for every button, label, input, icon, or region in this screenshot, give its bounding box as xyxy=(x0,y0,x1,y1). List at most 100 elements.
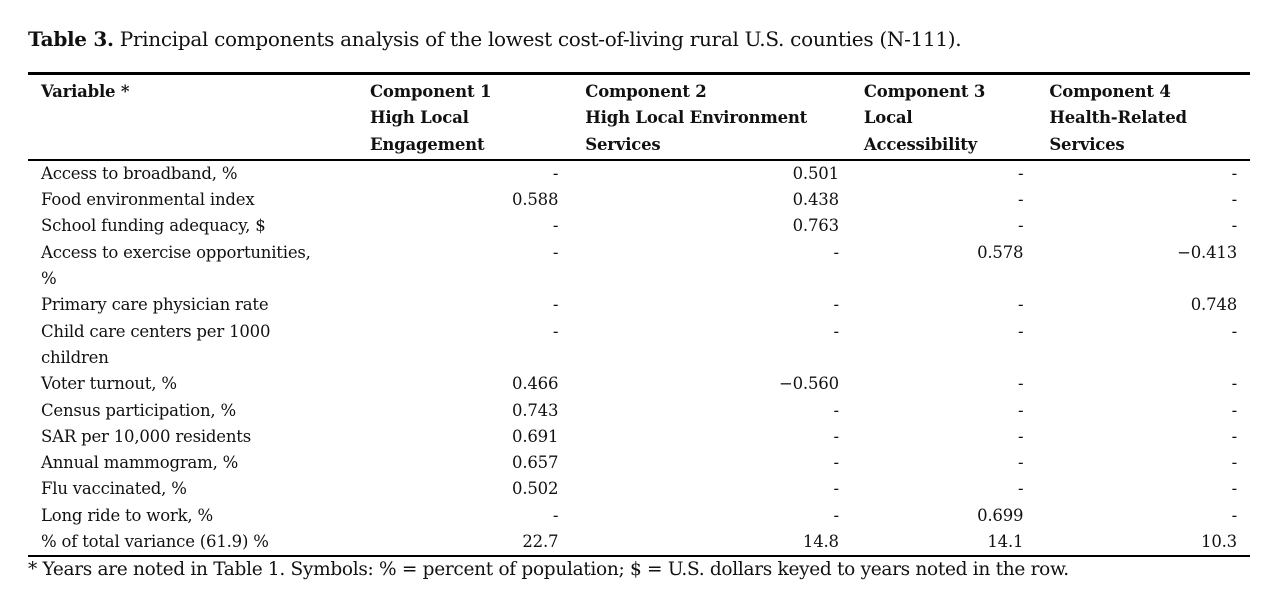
table-row: School funding adequacy, $ - 0.763 - - xyxy=(28,213,1250,239)
component-4-cell: - xyxy=(1231,190,1238,210)
component-1-cell: - xyxy=(552,216,559,236)
component-1-cell: - xyxy=(552,163,559,183)
footnote: * Years are noted in Table 1. Symbols: %… xyxy=(28,559,1069,580)
component-2-cell: 0.763 xyxy=(792,216,839,236)
variable-cell: Primary care physician rate xyxy=(41,295,269,315)
header-component-2: Component 2 High Local Environment Service… xyxy=(558,74,839,160)
component-4-cell: - xyxy=(1231,374,1238,394)
component-2-cell: 0.438 xyxy=(792,190,839,210)
component-1-cell: - xyxy=(552,242,559,262)
component-3-cell: 0.699 xyxy=(977,505,1024,525)
component-2-cell: −0.560 xyxy=(779,374,839,394)
table-row: Census participation, % 0.743 - - - xyxy=(28,398,1250,424)
header-line: Health-Related xyxy=(1049,108,1187,128)
component-3-cell: - xyxy=(1017,374,1024,394)
component-1-cell: - xyxy=(552,295,559,315)
pca-table: Variable * Component 1 High Local Engagemen… xyxy=(28,72,1250,557)
component-1-cell: 0.743 xyxy=(512,400,559,420)
header-line: Variable * xyxy=(41,82,130,101)
header-row: Variable * Component 1 High Local Engagemen… xyxy=(28,73,1250,160)
component-4-cell: 0.748 xyxy=(1190,295,1237,315)
component-2-cell: - xyxy=(833,242,839,262)
table-title: Principal components analysis of the low… xyxy=(113,27,962,51)
variable-cell: Annual mammogram, % xyxy=(41,453,239,473)
header-line: Component 2 xyxy=(585,82,707,101)
component-4-cell: 10.3 xyxy=(1201,532,1237,552)
component-4-cell: - xyxy=(1231,321,1238,341)
variable-cell: % of total variance (61.9) % xyxy=(41,532,269,552)
component-3-cell: 0.578 xyxy=(977,242,1024,262)
component-1-cell: - xyxy=(552,505,559,525)
component-2-cell: - xyxy=(833,505,839,525)
component-1-cell: 0.502 xyxy=(512,479,559,499)
table-label: Table 3. xyxy=(28,27,114,51)
header-line: Component 1 xyxy=(369,82,492,101)
component-1-cell: 0.466 xyxy=(512,374,559,394)
variable-cell: Voter turnout, % xyxy=(41,374,177,394)
variable-cell: Flu vaccinated, % xyxy=(41,479,187,499)
header-line: Services xyxy=(1049,134,1125,154)
component-2-cell: - xyxy=(833,479,839,499)
component-3-cell: - xyxy=(1017,479,1024,499)
component-3-cell: - xyxy=(1017,453,1024,473)
header-line: Engagement xyxy=(369,134,485,154)
component-3-cell: - xyxy=(1017,295,1024,315)
component-4-cell: - xyxy=(1231,163,1238,183)
component-3-cell: - xyxy=(1017,400,1024,420)
table-row: Voter turnout, % 0.466 −0.560 - - xyxy=(28,371,1250,397)
table-caption: Table 3. Principal components analysis o… xyxy=(28,27,962,51)
table-row: Food environmental index 0.588 0.438 - - xyxy=(28,187,1250,213)
variable-cell: SAR per 10,000 residents xyxy=(41,426,251,446)
table-row: % of total variance (61.9) % 22.7 14.8 14.1… xyxy=(28,529,1250,557)
header-component-3: Component 3 Local Accessibility xyxy=(839,74,1023,160)
header-line: High Local xyxy=(369,108,469,128)
header-variable: Variable * xyxy=(28,74,370,160)
header-line: High Local Environment xyxy=(585,108,808,128)
component-1-cell: 0.657 xyxy=(512,453,559,473)
component-4-cell: - xyxy=(1231,479,1238,499)
table-row: Access to broadband, % - 0.501 - - xyxy=(28,160,1250,187)
component-3-cell: 14.1 xyxy=(987,532,1024,552)
component-3-cell: - xyxy=(1017,163,1024,183)
component-2-cell: - xyxy=(833,295,839,315)
variable-cell: Child care centers per 1000 children xyxy=(41,321,271,367)
table-row: Long ride to work, % - - 0.699 - xyxy=(28,503,1250,529)
component-4-cell: - xyxy=(1231,453,1238,473)
component-4-cell: −0.413 xyxy=(1177,242,1237,262)
variable-cell: Food environmental index xyxy=(41,190,255,210)
header-component-1: Component 1 High Local Engagement xyxy=(370,74,558,160)
component-3-cell: - xyxy=(1017,216,1024,236)
component-1-cell: - xyxy=(552,321,559,341)
header-component-4: Component 4 Health-Related Services xyxy=(1023,74,1250,160)
table-row: Access to exercise opportunities, % - - 0.5… xyxy=(28,240,1250,293)
table-row: SAR per 10,000 residents 0.691 - - - xyxy=(28,424,1250,450)
component-4-cell: - xyxy=(1231,426,1238,446)
component-1-cell: 22.7 xyxy=(522,532,559,552)
component-2-cell: - xyxy=(833,426,839,446)
component-3-cell: - xyxy=(1017,321,1024,341)
table-row: Primary care physician rate - - - 0.748 xyxy=(28,292,1250,318)
component-4-cell: - xyxy=(1231,400,1238,420)
header-line: Component 3 xyxy=(863,82,986,101)
component-2-cell: 0.501 xyxy=(792,163,839,183)
component-2-cell: - xyxy=(833,321,839,341)
variable-cell: Access to exercise opportunities, % xyxy=(41,242,311,289)
table-row: Child care centers per 1000 children - - - - xyxy=(28,319,1250,372)
component-3-cell: - xyxy=(1017,190,1024,210)
table-row: Annual mammogram, % 0.657 - - - xyxy=(28,450,1250,476)
variable-cell: Long ride to work, % xyxy=(41,505,213,525)
component-2-cell: 14.8 xyxy=(802,532,839,552)
header-line: Accessibility xyxy=(863,134,978,154)
variable-cell: Access to broadband, % xyxy=(41,163,238,183)
header-line: Local xyxy=(863,108,913,128)
table-row: Flu vaccinated, % 0.502 - - - xyxy=(28,476,1250,502)
header-line: Component 4 xyxy=(1049,82,1171,101)
component-1-cell: 0.691 xyxy=(512,426,559,446)
variable-cell: School funding adequacy, $ xyxy=(41,216,266,236)
variable-cell: Census participation, % xyxy=(41,400,236,420)
component-2-cell: - xyxy=(833,400,839,420)
component-3-cell: - xyxy=(1017,426,1024,446)
component-4-cell: - xyxy=(1231,505,1238,525)
header-line: Services xyxy=(585,134,661,154)
component-4-cell: - xyxy=(1231,216,1238,236)
